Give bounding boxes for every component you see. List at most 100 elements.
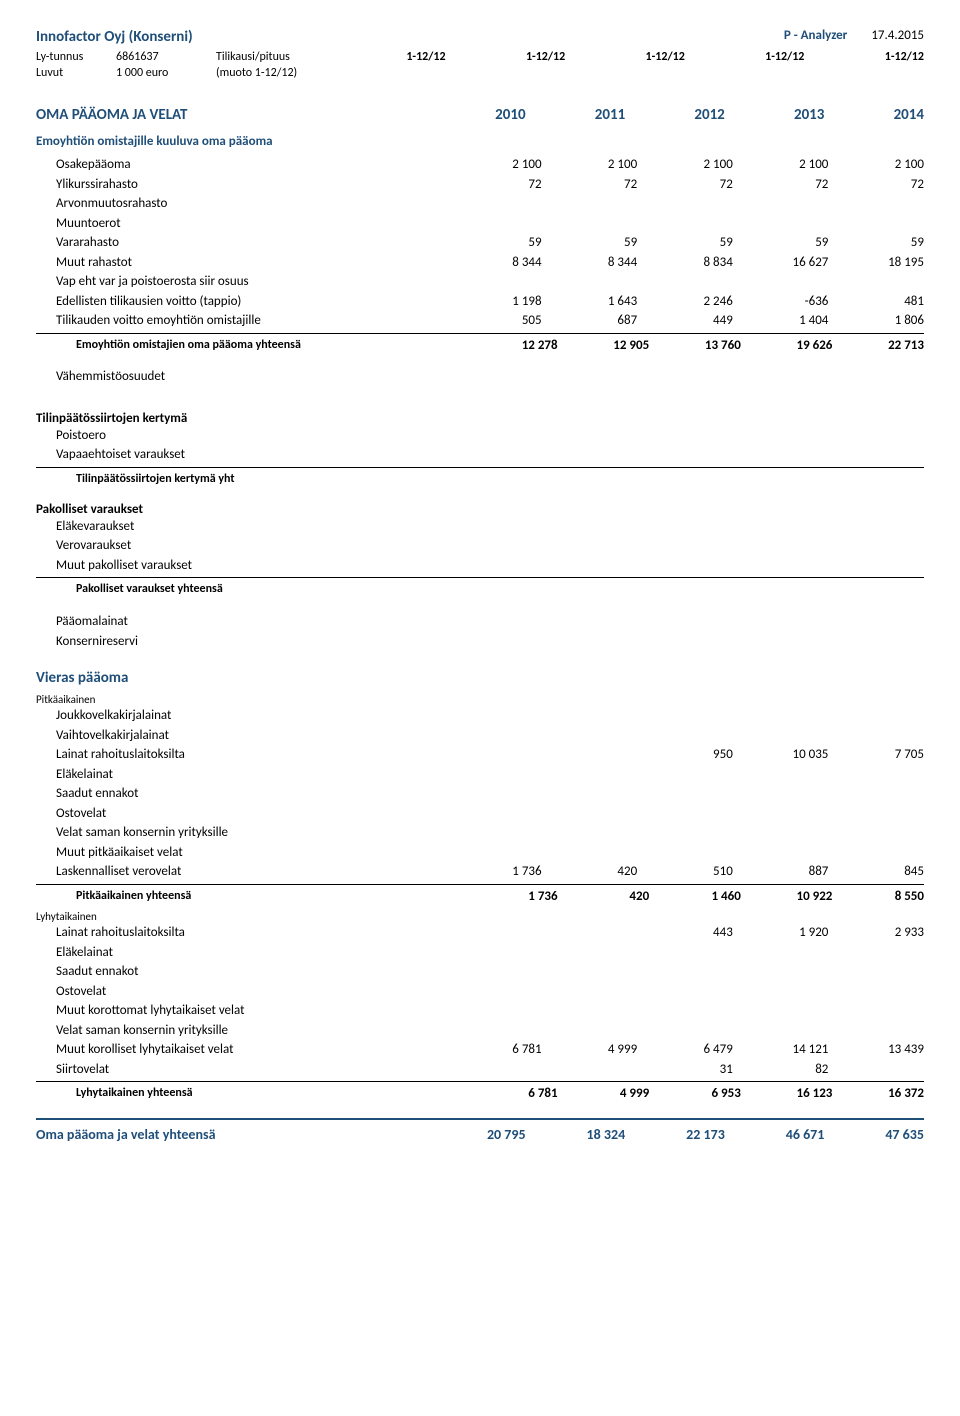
pitka-label: Pitkäaikainen [36,693,924,706]
cell [828,214,924,234]
lyhyt-label: Saadut ennakot [36,962,446,982]
cell: 1 460 [649,887,741,907]
cell: 2 100 [828,155,924,175]
lyhyt-label: Muut korottomat lyhytaikaiset velat [36,1001,446,1021]
cell [733,765,829,785]
cell [637,843,733,863]
cell: 10 035 [733,745,829,765]
konsernireservi-row: Konsernireservi [36,632,924,652]
cell: 443 [637,923,733,943]
year-header-row: 2010 2011 2012 2013 2014 [426,106,924,124]
cell [828,726,924,746]
cell: 18 195 [828,253,924,273]
cell: 481 [828,292,924,312]
pakolliset-label: Eläkevaraukset [36,517,446,537]
cell: 8 834 [637,253,733,273]
tps-row: Vapaaehtoiset varaukset [36,445,924,465]
cell: 59 [828,233,924,253]
cell [637,943,733,963]
cell [733,784,829,804]
cell [446,726,542,746]
cell: 12 278 [466,336,558,356]
cell [446,194,542,214]
cell: 14 121 [733,1040,829,1060]
lyhyt-total-row: Lyhytaikainen yhteensä 6 781 4 999 6 953… [36,1081,924,1104]
cell: 1 198 [446,292,542,312]
cell: 4 999 [558,1084,650,1104]
period-cell: 1-12/12 [804,50,924,64]
tps-title: Tilinpäätössiirtojen kertymä [36,411,924,426]
cell [733,706,829,726]
cell [828,962,924,982]
cell [446,943,542,963]
emo-label: Muuntoerot [36,214,446,234]
cell [637,1001,733,1021]
section-header: OMA PÄÄOMA JA VELAT 2010 2011 2012 2013 … [36,106,924,124]
cell: 22 173 [625,1126,725,1143]
pakolliset-row: Verovaraukset [36,536,924,556]
lyhyt-label: Lyhytaikainen [36,910,924,923]
cell: 72 [542,175,638,195]
pitka-row: Muut pitkäaikaiset velat [36,843,924,863]
cell [733,804,829,824]
vieras-title: Vieras pääoma [36,669,924,687]
report-date: 17.4.2015 [871,28,924,46]
lyhyt-row: Velat saman konsernin yrityksille [36,1021,924,1041]
document-header: Innofactor Oyj (Konserni) P - Analyzer 1… [36,28,924,46]
cell [733,943,829,963]
vahemmisto-label: Vähemmistöosuudet [36,367,446,387]
tilikausi-label: Tilikausi/pituus [216,50,326,64]
period-cell: 1-12/12 [446,50,566,64]
pitka-label: Ostovelat [36,804,446,824]
cell: 59 [542,233,638,253]
lyhyt-row: Saadut ennakot [36,962,924,982]
cell [446,214,542,234]
tps-row: Poistoero [36,426,924,446]
cell: 22 713 [832,336,924,356]
period-cell: 1-12/12 [685,50,805,64]
cell: 2 100 [542,155,638,175]
cell: 16 627 [733,253,829,273]
emo-row: Osakepääoma2 1002 1002 1002 1002 100 [36,155,924,175]
pitka-row: Saadut ennakot [36,784,924,804]
cell [542,943,638,963]
emo-row: Edellisten tilikausien voitto (tappio)1 … [36,292,924,312]
lyhyt-label: Eläkelainat [36,943,446,963]
cell [637,706,733,726]
cell [828,784,924,804]
cell: 6 781 [446,1040,542,1060]
cell [733,194,829,214]
lyhyt-row: Lainat rahoituslaitoksilta4431 9202 933 [36,923,924,943]
emo-total-label: Emoyhtiön omistajien oma pääoma yhteensä [36,336,466,356]
ly-value: 6861637 [116,50,216,64]
year-cell: 2013 [725,106,825,124]
emo-row: Muut rahastot8 3448 3448 83416 62718 195 [36,253,924,273]
cell [733,1021,829,1041]
tps-total-label: Tilinpäätössiirtojen kertymä yht [36,470,466,488]
emo-row: Ylikurssirahasto7272727272 [36,175,924,195]
header-meta-right: P - Analyzer 17.4.2015 [784,28,924,46]
cell [828,706,924,726]
cell [446,923,542,943]
cell [446,706,542,726]
cell [637,726,733,746]
cell [637,962,733,982]
cell [542,823,638,843]
cell [542,214,638,234]
cell: 950 [637,745,733,765]
cell: 8 344 [446,253,542,273]
cell: 16 123 [741,1084,833,1104]
luvut-value: 1 000 euro [116,66,216,80]
lyhyt-total-label: Lyhytaikainen yhteensä [36,1084,466,1104]
final-label: Oma pääoma ja velat yhteensä [36,1126,426,1143]
cell: 687 [542,311,638,331]
lyhyt-label: Lainat rahoituslaitoksilta [36,923,446,943]
pitka-label: Vaihtovelkakirjalainat [36,726,446,746]
cell [733,1001,829,1021]
cell [828,194,924,214]
cell [637,272,733,292]
cell: 10 922 [741,887,833,907]
cell: 59 [733,233,829,253]
lyhyt-row: Muut korolliset lyhytaikaiset velat6 781… [36,1040,924,1060]
pakolliset-row: Eläkevaraukset [36,517,924,537]
